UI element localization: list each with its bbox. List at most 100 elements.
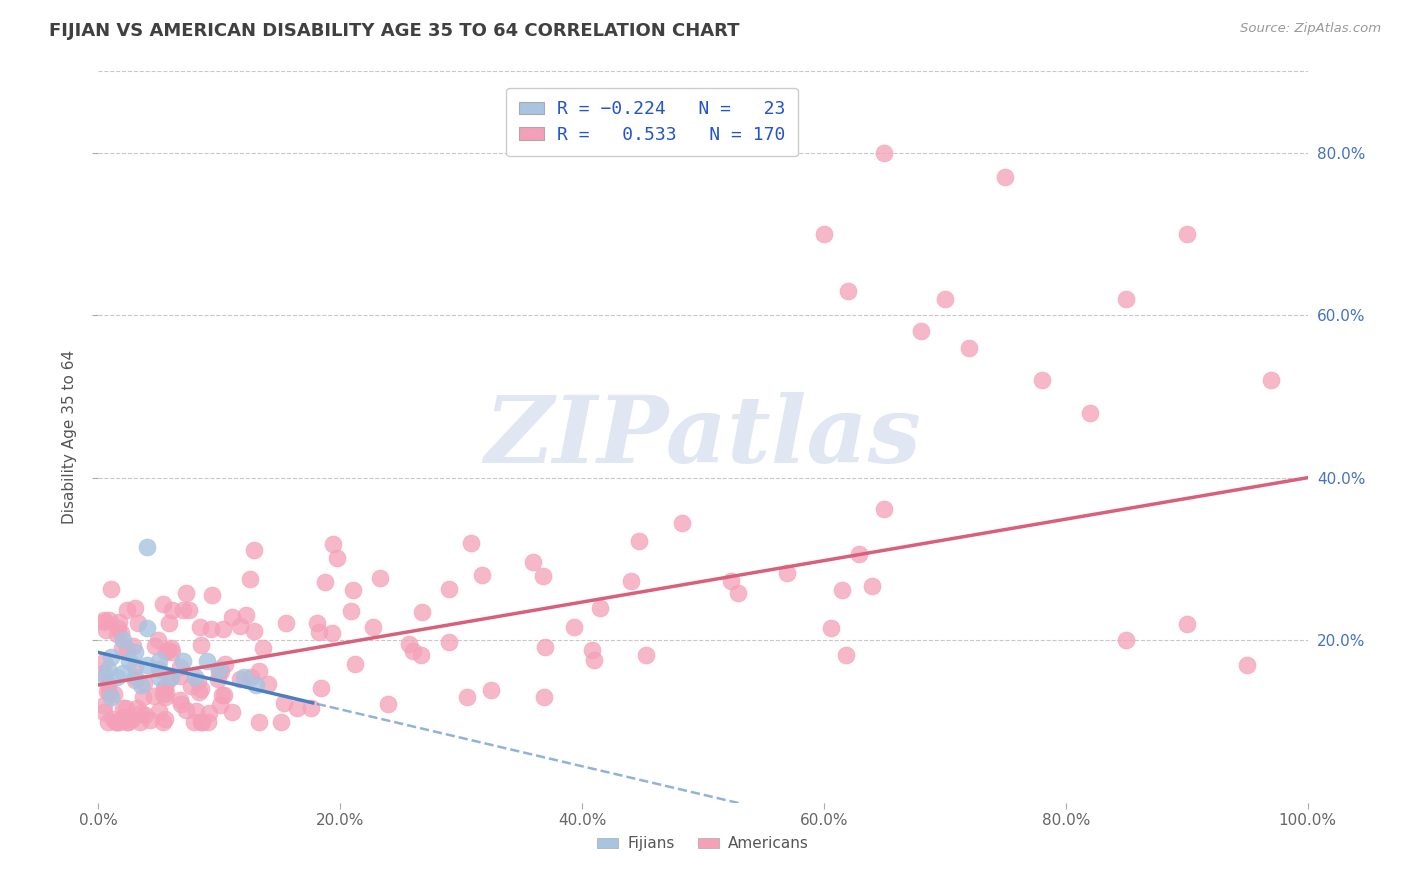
Point	[108, 714, 131, 729]
Point	[636, 648, 658, 662]
Y-axis label: Disability Age 35 to 64: Disability Age 35 to 64	[62, 350, 77, 524]
Point	[110, 626, 132, 640]
Point	[589, 600, 612, 615]
Point	[169, 659, 191, 673]
Point	[152, 687, 174, 701]
Point	[243, 624, 266, 639]
Point	[460, 535, 482, 549]
Point	[103, 712, 125, 726]
Point	[105, 670, 128, 684]
Point	[479, 683, 502, 698]
Point	[115, 714, 138, 729]
Point	[848, 547, 870, 561]
Point	[105, 714, 128, 729]
Point	[437, 582, 460, 597]
Point	[564, 620, 586, 634]
Point	[100, 582, 122, 596]
Point	[456, 690, 478, 705]
Point	[93, 705, 115, 719]
Point	[531, 568, 554, 582]
Point	[121, 640, 143, 654]
Point	[148, 662, 170, 676]
Point	[239, 572, 262, 586]
Point	[820, 621, 842, 635]
Point	[582, 653, 605, 667]
Point	[112, 709, 135, 723]
Point	[208, 662, 231, 676]
Point	[671, 516, 693, 531]
Point	[124, 601, 146, 615]
Point	[214, 688, 236, 702]
Point	[252, 640, 274, 655]
Point	[270, 714, 292, 729]
Point	[157, 643, 180, 657]
Point	[368, 571, 391, 585]
Point	[211, 688, 233, 702]
Point	[620, 574, 643, 588]
Point	[581, 643, 603, 657]
Point	[776, 566, 799, 581]
Point	[157, 673, 180, 687]
Point	[146, 632, 169, 647]
Point	[153, 690, 176, 704]
Point	[287, 700, 309, 714]
Point	[180, 679, 202, 693]
Point	[245, 678, 267, 692]
Point	[276, 615, 298, 630]
Point	[100, 690, 122, 705]
Point	[160, 603, 183, 617]
Point	[195, 654, 218, 668]
Point	[132, 690, 155, 704]
Point	[127, 616, 149, 631]
Point	[153, 712, 176, 726]
Point	[522, 555, 544, 569]
Point	[134, 707, 156, 722]
Point	[124, 645, 146, 659]
Point	[187, 674, 209, 689]
Point	[831, 582, 853, 597]
Point	[124, 670, 146, 684]
Legend: Fijians, Americans: Fijians, Americans	[591, 830, 815, 857]
Point	[322, 537, 344, 551]
Point	[134, 675, 156, 690]
Point	[873, 502, 896, 516]
Point	[1175, 227, 1198, 241]
Point	[174, 586, 197, 600]
Point	[93, 655, 115, 669]
Point	[129, 714, 152, 729]
Point	[125, 701, 148, 715]
Point	[105, 714, 128, 729]
Point	[957, 341, 980, 355]
Point	[211, 623, 233, 637]
Point	[143, 639, 166, 653]
Point	[124, 658, 146, 673]
Point	[172, 654, 194, 668]
Point	[229, 672, 252, 686]
Point	[361, 620, 384, 634]
Point	[97, 677, 120, 691]
Point	[835, 648, 858, 663]
Point	[114, 701, 136, 715]
Point	[229, 618, 252, 632]
Point	[314, 575, 336, 590]
Point	[155, 681, 177, 695]
Point	[247, 714, 270, 729]
Point	[326, 551, 349, 566]
Point	[135, 540, 157, 554]
Point	[148, 670, 170, 684]
Point	[305, 615, 328, 630]
Point	[533, 690, 555, 705]
Point	[273, 696, 295, 710]
Point	[93, 698, 115, 713]
Point	[93, 670, 115, 684]
Point	[118, 654, 141, 668]
Point	[190, 682, 212, 697]
Point	[111, 633, 134, 648]
Point	[471, 568, 494, 582]
Point	[148, 654, 170, 668]
Point	[111, 640, 134, 655]
Point	[239, 670, 262, 684]
Point	[340, 604, 363, 618]
Point	[813, 227, 835, 241]
Point	[96, 684, 118, 698]
